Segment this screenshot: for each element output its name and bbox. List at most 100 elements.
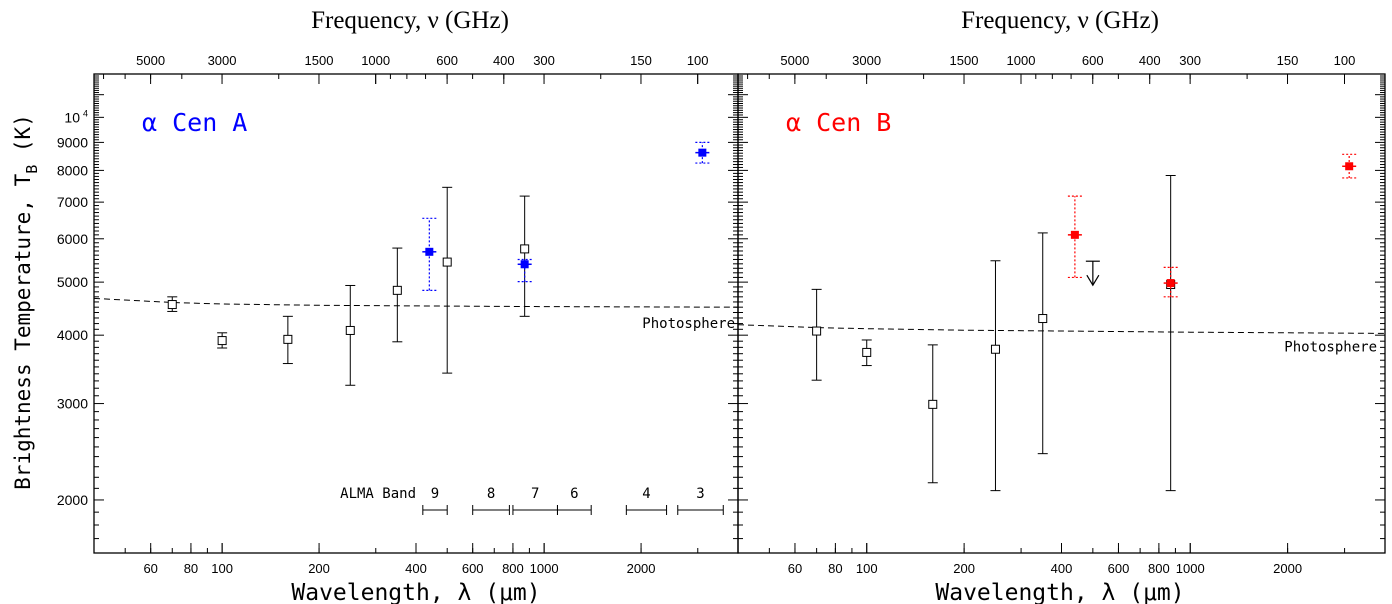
- top-tick-label: 150: [630, 53, 652, 68]
- top-tick-label: 600: [436, 53, 458, 68]
- limit-head: [1086, 274, 1100, 287]
- band-number: 7: [531, 486, 539, 502]
- x-tick-label: 80: [184, 561, 198, 576]
- herschel-point: [282, 315, 293, 365]
- plot-frame: [737, 73, 1386, 554]
- herschel-point: [861, 339, 872, 367]
- x-tick-label: 200: [308, 561, 330, 576]
- herschel-point: [1037, 232, 1048, 455]
- data-marker: [283, 334, 293, 344]
- band-number: 9: [431, 486, 439, 502]
- x-tick-label: 1000: [530, 561, 559, 576]
- data-marker: [1166, 279, 1175, 288]
- data-marker: [862, 347, 872, 357]
- y-tick-label: 8000: [57, 162, 88, 178]
- x-tick-label: 60: [143, 561, 157, 576]
- y-tick-exponent: 4: [83, 108, 88, 118]
- herschel-point: [345, 284, 356, 386]
- x-tick-label: 600: [1108, 561, 1130, 576]
- top-tick-label: 3000: [852, 53, 881, 68]
- alma-band: 7: [512, 486, 558, 515]
- herschel-point: [392, 247, 403, 343]
- alma-point: [517, 258, 532, 283]
- band-number: 6: [570, 486, 578, 502]
- x-tick-label: 1000: [1176, 561, 1205, 576]
- axis-labels: Frequency, ν (GHz) Frequency, ν (GHz) Wa…: [11, 7, 1185, 604]
- top-tick-label: 400: [1139, 53, 1161, 68]
- x-tick-label: 200: [953, 561, 975, 576]
- alma-band-label: ALMA Band: [340, 486, 416, 502]
- band-number: 4: [642, 486, 650, 502]
- herschel-point: [1165, 174, 1176, 492]
- photosphere-label: Photosphere: [642, 316, 735, 332]
- x-tick-label: 2000: [1273, 561, 1302, 576]
- herschel-point: [990, 260, 1001, 492]
- top-tick-label: 100: [1334, 53, 1356, 68]
- top-tick-label: 1500: [305, 53, 334, 68]
- x-tick-label: 800: [1148, 561, 1170, 576]
- data-marker: [520, 260, 529, 269]
- herschel-point: [442, 186, 453, 374]
- y-tick-label: 2000: [57, 492, 88, 508]
- panel-title: α Cen B: [786, 108, 891, 137]
- top-tick-label: 1000: [361, 53, 390, 68]
- top-tick-label: 3000: [208, 53, 237, 68]
- y-tick-label: 4000: [57, 327, 88, 343]
- y-tick-label: 7000: [57, 194, 88, 210]
- band-number: 8: [487, 486, 495, 502]
- alma-band: 6: [556, 486, 592, 515]
- x-axis-title-right: Wavelength, λ (μm): [935, 580, 1184, 604]
- alma-band: 4: [625, 486, 668, 515]
- top-tick-label: 5000: [136, 53, 165, 68]
- data-marker: [425, 247, 434, 256]
- top-tick-label: 150: [1277, 53, 1299, 68]
- alma-point: [422, 217, 437, 291]
- data-marker: [1038, 314, 1048, 324]
- x-tick-label: 100: [211, 561, 233, 576]
- data-marker: [928, 399, 938, 409]
- data-marker: [1345, 162, 1354, 171]
- top-tick-label: 1500: [950, 53, 979, 68]
- photosphere-line: [93, 297, 739, 308]
- top-tick-label: 600: [1082, 53, 1104, 68]
- top-tick-label: 1000: [1007, 53, 1036, 68]
- data-marker: [520, 244, 530, 254]
- top-axis-title-left: Frequency, ν (GHz): [311, 7, 509, 34]
- photosphere-label: Photosphere: [1284, 339, 1377, 355]
- top-tick-label: 300: [533, 53, 555, 68]
- panel-alpha-cen-a: 60 80 100 200 400 600 800 1000 2000 5000 3000 1500 1…: [57, 53, 739, 576]
- x-tick-label: 60: [788, 561, 802, 576]
- panel-title: α Cen A: [142, 108, 247, 137]
- data-marker: [1070, 230, 1079, 239]
- alma-point: [695, 141, 710, 164]
- x-axis-title-left: Wavelength, λ (μm): [291, 580, 540, 604]
- top-tick-label: 100: [687, 53, 709, 68]
- x-tick-label: 800: [502, 561, 524, 576]
- top-tick-label: 300: [1179, 53, 1201, 68]
- x-tick-label: 80: [828, 561, 842, 576]
- herschel-point: [217, 332, 228, 349]
- herschel-point: [519, 195, 530, 317]
- photosphere-line: [737, 324, 1386, 334]
- herschel-point: [927, 344, 938, 484]
- y-tick-label: 6000: [57, 231, 88, 247]
- x-tick-label: 2000: [627, 561, 656, 576]
- alma-point: [1163, 266, 1178, 298]
- upper-limit-arrow: [1085, 260, 1100, 287]
- y-tick-label: 10: [64, 109, 80, 125]
- data-marker: [442, 257, 452, 267]
- alma-band: 3: [677, 486, 724, 515]
- top-axis-title-right: Frequency, ν (GHz): [961, 7, 1159, 34]
- data-marker: [217, 336, 227, 346]
- y-tick-label: 3000: [57, 396, 88, 412]
- plot-frame: [93, 73, 739, 554]
- data-marker: [345, 325, 355, 335]
- top-tick-label: 5000: [780, 53, 809, 68]
- data-marker: [167, 300, 177, 310]
- x-tick-label: 100: [856, 561, 878, 576]
- alma-point: [1342, 153, 1357, 179]
- x-tick-label: 400: [1051, 561, 1073, 576]
- top-tick-label: 400: [493, 53, 515, 68]
- data-marker: [990, 344, 1000, 354]
- alma-band: 9: [422, 486, 448, 515]
